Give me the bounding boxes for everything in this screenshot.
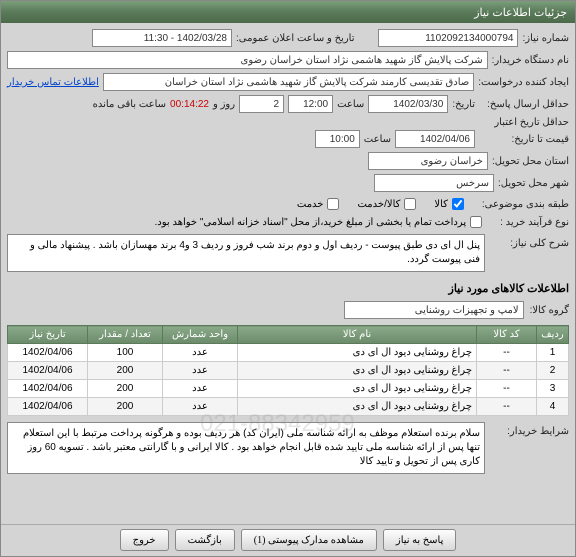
contact-link[interactable]: اطلاعات تماس خریدار bbox=[7, 77, 99, 88]
table-cell: 1402/04/06 bbox=[8, 398, 88, 416]
table-cell: چراغ روشنایی دیود ال ای دی bbox=[238, 380, 477, 398]
table-cell: -- bbox=[477, 380, 537, 398]
table-cell: عدد bbox=[163, 344, 238, 362]
city-label: شهر محل تحویل: bbox=[498, 178, 569, 189]
table-cell: 2 bbox=[537, 362, 569, 380]
process-row: نوع فرآیند خرید : پرداخت تمام یا بخشی از… bbox=[7, 216, 569, 228]
table-cell: 1402/04/06 bbox=[8, 380, 88, 398]
buyer-label: نام دستگاه خریدار: bbox=[492, 55, 569, 66]
table-row[interactable]: 3--چراغ روشنایی دیود ال ای دیعدد2001402/… bbox=[8, 380, 569, 398]
saat-label-1: ساعت bbox=[337, 99, 364, 110]
opt-both[interactable]: کالا/خدمت bbox=[357, 198, 416, 210]
announce-label: تاریخ و ساعت اعلان عمومی: bbox=[236, 33, 355, 44]
opt-both-checkbox[interactable] bbox=[404, 198, 416, 210]
dialog-window: جزئیات اطلاعات نیاز شماره نیاز: 11020921… bbox=[0, 0, 576, 557]
table-cell: -- bbox=[477, 362, 537, 380]
buyer-note-box: سلام برنده استعلام موظف به ارائه شناسه م… bbox=[7, 422, 485, 474]
items-table: ردیف کد کالا نام کالا واحد شمارش تعداد /… bbox=[7, 325, 569, 416]
classification-label: طبقه بندی موضوعی: bbox=[482, 199, 569, 210]
validity-time: 10:00 bbox=[315, 130, 360, 148]
validity-sub: قیمت تا تاریخ: bbox=[479, 134, 569, 145]
buyer-note-label: شرایط خریدار: bbox=[489, 422, 569, 437]
taarikh-label: تاریخ: bbox=[452, 99, 475, 110]
table-cell: -- bbox=[477, 398, 537, 416]
need-no-label: شماره نیاز: bbox=[522, 33, 569, 44]
summary-label: شرح کلی نیاز: bbox=[489, 234, 569, 249]
table-cell: 4 bbox=[537, 398, 569, 416]
table-cell: 1402/04/06 bbox=[8, 344, 88, 362]
table-row[interactable]: 1--چراغ روشنایی دیود ال ای دیعدد1001402/… bbox=[8, 344, 569, 362]
window-title: جزئیات اطلاعات نیاز bbox=[474, 6, 567, 19]
goods-section-title: اطلاعلات کالاهای مورد نیاز bbox=[7, 282, 569, 295]
group-field: لامپ و تجهیزات روشنایی bbox=[344, 301, 524, 319]
table-cell: چراغ روشنایی دیود ال ای دی bbox=[238, 362, 477, 380]
table-cell: 100 bbox=[88, 344, 163, 362]
table-cell: 1402/04/06 bbox=[8, 362, 88, 380]
footer: پاسخ به نیاز مشاهده مدارک پیوستی (1) باز… bbox=[1, 524, 575, 556]
table-cell: -- bbox=[477, 344, 537, 362]
province-label: استان محل تحویل: bbox=[492, 156, 569, 167]
exit-button[interactable]: خروج bbox=[120, 529, 169, 551]
opt-service[interactable]: خدمت bbox=[297, 198, 340, 210]
table-cell: عدد bbox=[163, 398, 238, 416]
table-cell: چراغ روشنایی دیود ال ای دی bbox=[238, 344, 477, 362]
table-header-row: ردیف کد کالا نام کالا واحد شمارش تعداد /… bbox=[8, 326, 569, 344]
table-cell: چراغ روشنایی دیود ال ای دی bbox=[238, 398, 477, 416]
need-no-field: 1102092134000794 bbox=[378, 29, 518, 47]
process-checkbox[interactable] bbox=[470, 216, 482, 228]
attachments-button[interactable]: مشاهده مدارک پیوستی (1) bbox=[241, 529, 377, 551]
day-and-label: روز و bbox=[213, 99, 235, 110]
title-bar: جزئیات اطلاعات نیاز bbox=[1, 1, 575, 23]
deadline-date: 1402/03/30 bbox=[368, 95, 448, 113]
province-field: خراسان رضوی bbox=[368, 152, 488, 170]
th-code: کد کالا bbox=[477, 326, 537, 344]
th-row: ردیف bbox=[537, 326, 569, 344]
back-button[interactable]: بازگشت bbox=[175, 529, 235, 551]
table-cell: عدد bbox=[163, 362, 238, 380]
opt-service-checkbox[interactable] bbox=[327, 198, 339, 210]
process-check[interactable]: پرداخت تمام یا بخشی از مبلغ خرید،از محل … bbox=[155, 216, 483, 228]
deadline-time: 12:00 bbox=[288, 95, 333, 113]
validity-date: 1402/04/06 bbox=[395, 130, 475, 148]
opt-goods[interactable]: کالا bbox=[434, 198, 464, 210]
table-cell: 200 bbox=[88, 362, 163, 380]
days-left: 2 bbox=[239, 95, 284, 113]
table-cell: 200 bbox=[88, 380, 163, 398]
th-name: نام کالا bbox=[238, 326, 477, 344]
deadline-label: حداقل ارسال پاسخ: bbox=[479, 99, 569, 110]
buyer-field: شرکت پالایش گاز شهید هاشمی نژاد استان خر… bbox=[7, 51, 488, 69]
announce-field: 1402/03/28 - 11:30 bbox=[92, 29, 232, 47]
th-date: تاریخ نیاز bbox=[8, 326, 88, 344]
content-area: شماره نیاز: 1102092134000794 تاریخ و ساع… bbox=[1, 23, 575, 524]
table-cell: 1 bbox=[537, 344, 569, 362]
table-cell: 200 bbox=[88, 398, 163, 416]
table-cell: 3 bbox=[537, 380, 569, 398]
remaining-time: 00:14:22 bbox=[170, 99, 209, 110]
validity-label: حداقل تاریخ اعتبار bbox=[479, 117, 569, 128]
table-row[interactable]: 2--چراغ روشنایی دیود ال ای دیعدد2001402/… bbox=[8, 362, 569, 380]
opt-goods-checkbox[interactable] bbox=[452, 198, 464, 210]
creator-label: ایجاد کننده درخواست: bbox=[478, 77, 569, 88]
creator-field: صادق تقدیسی کارمند شرکت پالایش گاز شهید … bbox=[103, 73, 474, 91]
classification-row: طبقه بندی موضوعی: کالا کالا/خدمت خدمت bbox=[7, 198, 569, 210]
th-qty: تعداد / مقدار bbox=[88, 326, 163, 344]
table-row[interactable]: 4--چراغ روشنایی دیود ال ای دیعدد2001402/… bbox=[8, 398, 569, 416]
summary-box: پنل ال ای دی طبق پیوست - ردیف اول و دوم … bbox=[7, 234, 485, 272]
th-unit: واحد شمارش bbox=[163, 326, 238, 344]
remaining-text: ساعت باقی مانده bbox=[93, 99, 166, 110]
respond-button[interactable]: پاسخ به نیاز bbox=[383, 529, 457, 551]
table-cell: عدد bbox=[163, 380, 238, 398]
group-label: گروه کالا: bbox=[530, 305, 569, 316]
saat-label-2: ساعت bbox=[364, 134, 391, 145]
process-label: نوع فرآیند خرید : bbox=[500, 217, 569, 228]
city-field: سرخس bbox=[374, 174, 494, 192]
